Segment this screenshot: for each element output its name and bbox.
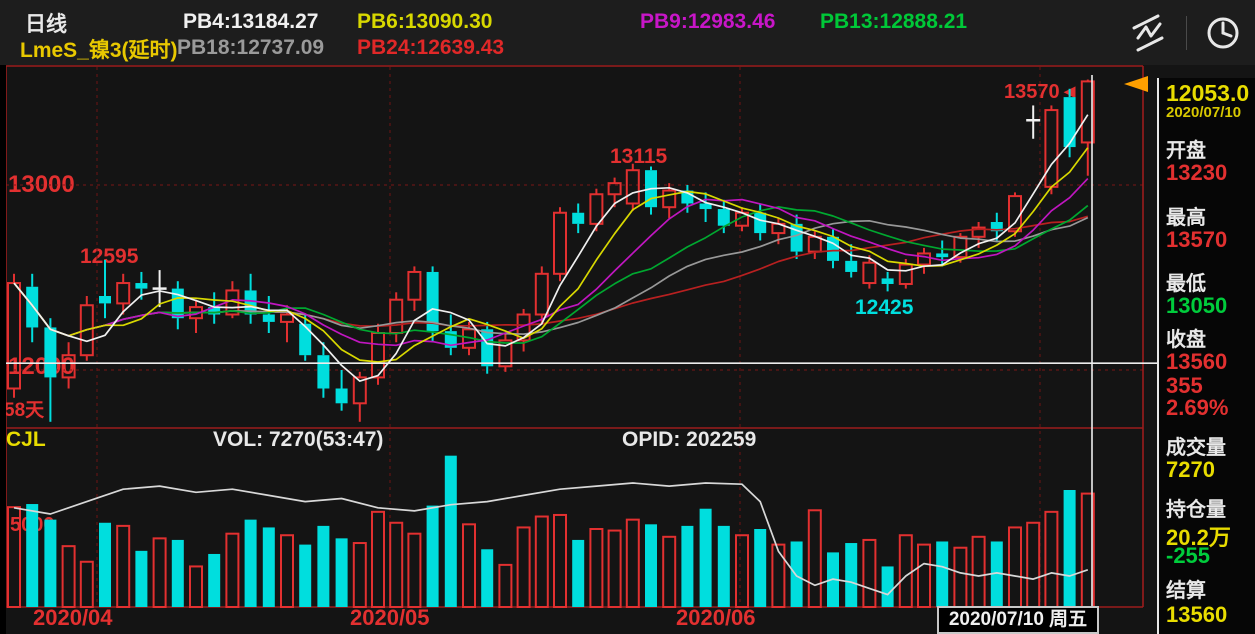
ma-pb9-value: PB9:12983.46 — [640, 10, 776, 33]
ma-pb24-value: PB24:12639.43 — [357, 36, 505, 59]
open-interest-label: 持仓量 — [1166, 499, 1226, 521]
volume-value: 7270 — [1166, 457, 1215, 482]
swing-low-label-12425: 12425 — [855, 296, 914, 319]
open-label: 开盘 — [1166, 140, 1206, 162]
clock-icon[interactable] — [1204, 14, 1242, 57]
settlement-value: 13560 — [1166, 602, 1228, 627]
x-axis-label-june: 2020/06 — [676, 605, 756, 630]
high-label: 最高 — [1166, 207, 1206, 229]
ma-pb13-value: PB13:12888.21 — [820, 10, 968, 33]
low-value: 13050 — [1166, 293, 1228, 318]
open-interest-readout: OPID: 202259 — [622, 428, 757, 451]
quote-sidebar[interactable]: 12053.0 2020/07/10 开盘 13230 最高 13570 最低 … — [1157, 78, 1255, 634]
cursor-date-value: 2020/07/10 — [1166, 104, 1242, 121]
x-axis-label-may: 2020/05 — [350, 605, 430, 630]
change-value: 355 — [1166, 373, 1203, 398]
open-interest-change-value: -255 — [1166, 543, 1211, 568]
open-interest-value: 20.2万 — [1166, 525, 1231, 550]
change-percent-value: 2.69% — [1166, 395, 1229, 420]
high-marker-label-13570: 13570◄ — [1004, 81, 1080, 103]
settlement-label: 结算 — [1166, 580, 1206, 602]
ma-pb4-value: PB4:13184.27 — [183, 10, 319, 33]
close-label: 收盘 — [1166, 329, 1206, 351]
header-bar: 日线 LmeS_镍3(延时) PB4:13184.27 PB6:13090.30… — [0, 0, 1255, 65]
swing-high-label-13115: 13115 — [610, 145, 668, 168]
close-value: 13560 — [1166, 349, 1228, 374]
cursor-price-value: 12053.0 — [1166, 80, 1250, 106]
symbol-label[interactable]: LmeS_镍3(延时) — [20, 39, 178, 62]
swing-high-label-12595: 12595 — [80, 245, 139, 268]
ma-pb18-value: PB18:12737.09 — [177, 36, 325, 59]
cjl-indicator-label[interactable]: CJL — [6, 428, 46, 451]
period-label[interactable]: 日线 — [25, 13, 67, 36]
header-divider — [1186, 16, 1187, 50]
days-58-label: 58天 — [4, 400, 45, 421]
ma-pb6-value: PB6:13090.30 — [357, 10, 493, 33]
x-axis-label-april: 2020/04 — [33, 605, 113, 630]
indicator-lines-icon[interactable] — [1124, 12, 1172, 59]
crosshair-date-box: 2020/07/10 周五 — [937, 606, 1099, 634]
high-value: 13570 — [1166, 227, 1228, 252]
volume-readout: VOL: 7270(53:47) — [213, 428, 384, 451]
low-label: 最低 — [1166, 273, 1206, 295]
volume-label: 成交量 — [1166, 437, 1226, 459]
open-value: 13230 — [1166, 160, 1228, 185]
left-margin — [0, 65, 6, 634]
